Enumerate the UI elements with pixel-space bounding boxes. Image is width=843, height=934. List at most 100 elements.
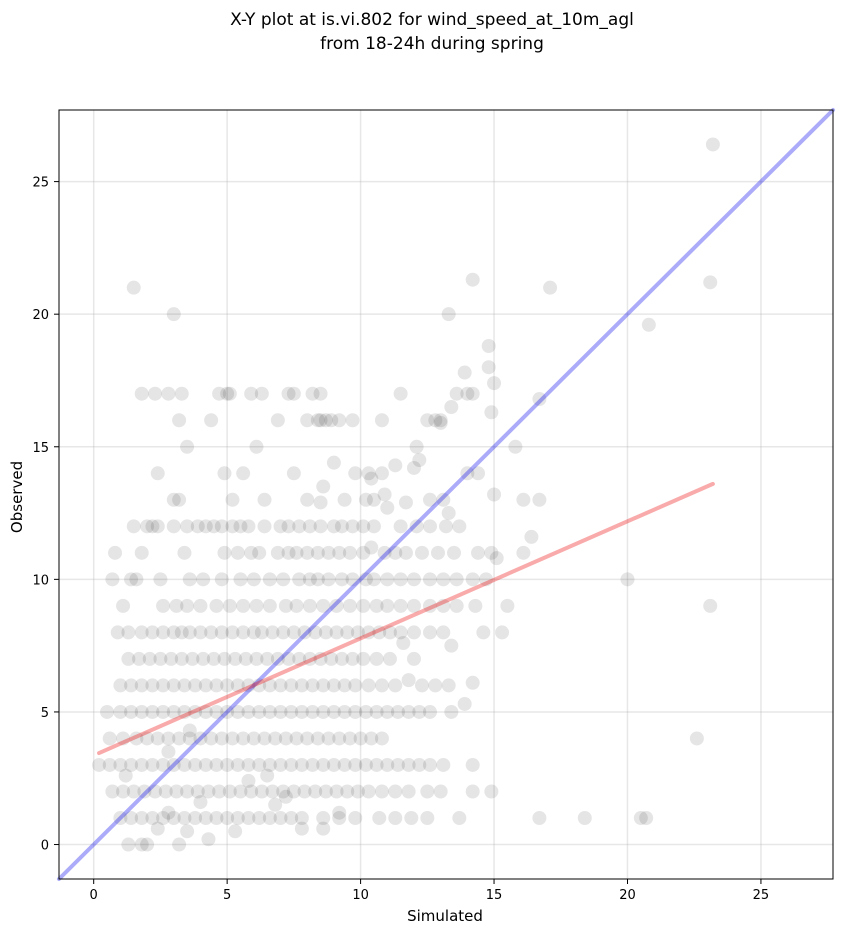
scatter-point xyxy=(182,572,197,587)
scatter-point xyxy=(292,651,307,666)
scatter-point xyxy=(374,678,389,693)
scatter-point xyxy=(148,784,163,799)
scatter-point xyxy=(422,572,437,587)
scatter-point xyxy=(433,415,448,430)
scatter-point xyxy=(198,519,213,534)
scatter-point xyxy=(316,678,331,693)
scatter-point xyxy=(300,545,315,560)
scatter-point xyxy=(356,519,371,534)
x-tick-label: 25 xyxy=(753,888,770,903)
scatter-point xyxy=(641,317,656,332)
scatter-point xyxy=(148,386,163,401)
scatter-point xyxy=(406,651,421,666)
scatter-point xyxy=(121,837,136,852)
scatter-point xyxy=(286,386,301,401)
scatter-point xyxy=(374,466,389,481)
scatter-point xyxy=(222,386,237,401)
scatter-point xyxy=(500,598,515,613)
scatter-point xyxy=(372,625,387,640)
scatter-point xyxy=(452,519,467,534)
scatter-point xyxy=(369,651,384,666)
scatter-point xyxy=(302,572,317,587)
scatter-point xyxy=(332,413,347,428)
scatter-point xyxy=(460,386,475,401)
scatter-point xyxy=(487,376,502,391)
scatter-point xyxy=(180,784,195,799)
scatter-point xyxy=(108,545,123,560)
scatter-point xyxy=(198,757,213,772)
scatter-point xyxy=(193,598,208,613)
scatter-point xyxy=(140,519,155,534)
scatter-point xyxy=(209,678,224,693)
scatter-point xyxy=(92,757,107,772)
scatter-point xyxy=(185,651,200,666)
scatter-point xyxy=(452,811,467,826)
grid-lines xyxy=(59,110,833,879)
scatter-point xyxy=(188,678,203,693)
scatter-point xyxy=(369,704,384,719)
scatter-point xyxy=(420,784,435,799)
scatter-point xyxy=(294,821,309,836)
scatter-point xyxy=(313,495,328,510)
scatter-point xyxy=(164,651,179,666)
scatter-point xyxy=(254,784,269,799)
scatter-point xyxy=(398,545,413,560)
scatter-point xyxy=(414,678,429,693)
scatter-point xyxy=(334,572,349,587)
scatter-point xyxy=(321,731,336,746)
scatter-point xyxy=(166,492,181,507)
scatter-point xyxy=(393,598,408,613)
scatter-point xyxy=(230,545,245,560)
scatter-point xyxy=(241,519,256,534)
scatter-point xyxy=(201,832,216,847)
scatter-point xyxy=(313,386,328,401)
x-axis-ticks: 0 5 10 15 20 25 xyxy=(90,879,770,903)
scatter-point xyxy=(153,651,168,666)
regression-line xyxy=(97,481,715,756)
scatter-point xyxy=(150,821,165,836)
scatter-point xyxy=(278,731,293,746)
scatter-point xyxy=(137,784,152,799)
scatter-point xyxy=(441,307,456,322)
scatter-point xyxy=(342,545,357,560)
scatter-point xyxy=(209,704,224,719)
scatter-point xyxy=(412,453,427,468)
scatter-point xyxy=(105,572,120,587)
scatter-point xyxy=(257,519,272,534)
scatter-point xyxy=(174,651,189,666)
scatter-point xyxy=(233,519,248,534)
scatter-point xyxy=(361,784,376,799)
scatter-point xyxy=(134,386,149,401)
scatter-point xyxy=(225,492,240,507)
scatter-point xyxy=(297,784,312,799)
scatter-point xyxy=(465,675,480,690)
scatter-point xyxy=(433,413,448,428)
y-tick-label: 20 xyxy=(32,308,49,323)
scatter-point xyxy=(305,678,320,693)
scatter-point xyxy=(230,757,245,772)
scatter-point xyxy=(217,466,232,481)
scatter-point xyxy=(366,572,381,587)
scatter-point xyxy=(406,572,421,587)
scatter-point xyxy=(401,784,416,799)
scatter-point xyxy=(110,625,125,640)
scatter-point xyxy=(404,811,419,826)
scatter-point xyxy=(145,519,160,534)
scatter-point xyxy=(156,678,171,693)
scatter-point xyxy=(193,731,208,746)
scatter-point xyxy=(358,492,373,507)
y-tick-label: 5 xyxy=(41,706,49,721)
scatter-point xyxy=(260,768,275,783)
scatter-point xyxy=(196,572,211,587)
scatter-point xyxy=(345,413,360,428)
scatter-point xyxy=(284,757,299,772)
scatter-point xyxy=(356,651,371,666)
scatter-point xyxy=(217,651,232,666)
scatter-point xyxy=(364,471,379,486)
scatter-point xyxy=(441,506,456,521)
scatter-point xyxy=(345,519,360,534)
scatter-point xyxy=(150,519,165,534)
scatter-point xyxy=(286,466,301,481)
scatter-point xyxy=(188,704,203,719)
